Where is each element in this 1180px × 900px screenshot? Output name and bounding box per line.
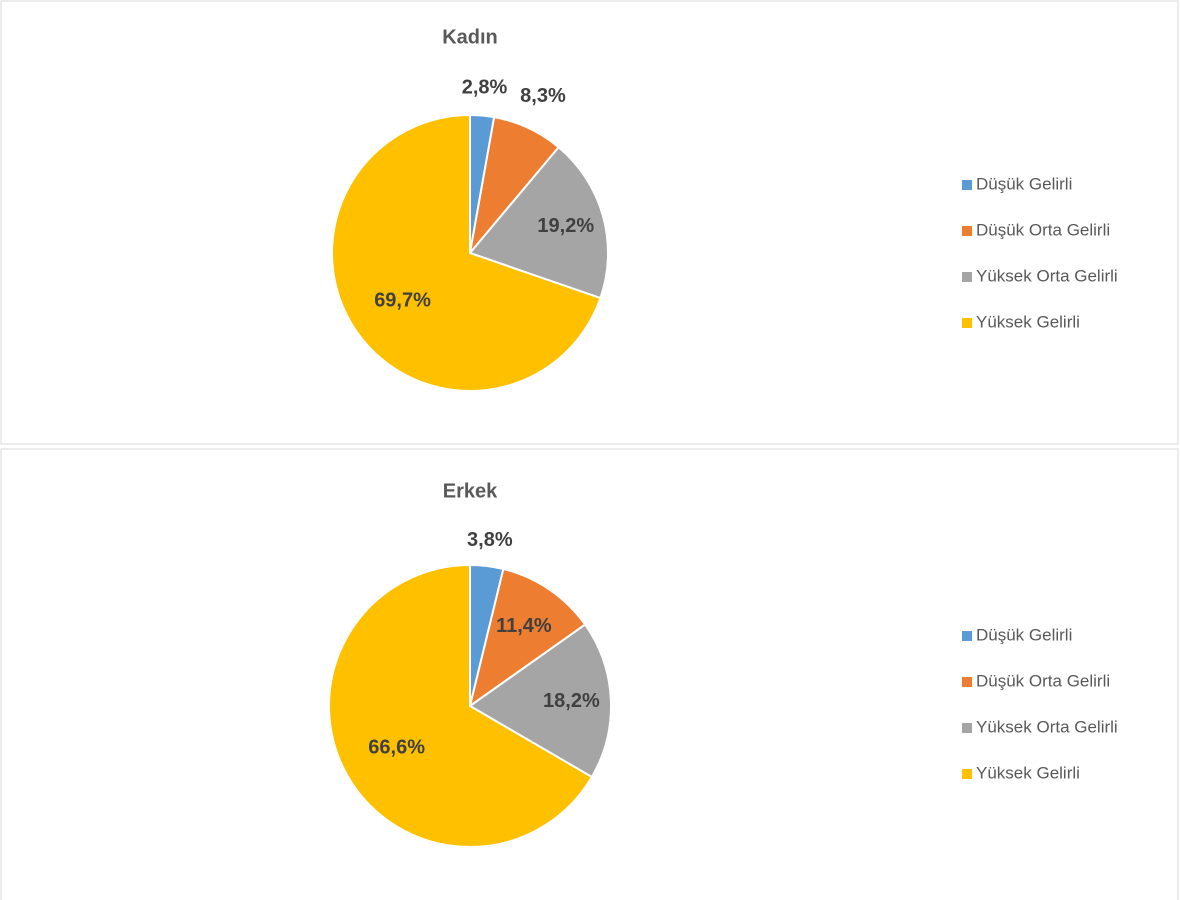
data-label: 18,2% bbox=[543, 690, 600, 712]
data-label: 8,3% bbox=[520, 85, 566, 107]
legend-label: Yüksek Gelirli bbox=[976, 763, 1080, 782]
legend-swatch bbox=[962, 723, 972, 733]
legend-swatch bbox=[962, 318, 972, 328]
data-label: 66,6% bbox=[368, 736, 425, 758]
data-label: 69,7% bbox=[374, 289, 431, 311]
legend-label: Düşük Orta Gelirli bbox=[976, 671, 1110, 690]
chart-title: Kadın bbox=[442, 26, 498, 48]
pie-slice bbox=[468, 145, 609, 300]
legend-swatch bbox=[962, 272, 972, 282]
pie-slice bbox=[468, 567, 587, 709]
chart-title: Erkek bbox=[443, 480, 498, 502]
legend-label: Düşük Orta Gelirli bbox=[976, 220, 1110, 239]
legend-swatch bbox=[962, 631, 972, 641]
legend-swatch bbox=[962, 226, 972, 236]
data-label: 11,4% bbox=[496, 615, 552, 637]
legend-label: Düşük Gelirli bbox=[976, 625, 1072, 644]
pie-slice bbox=[331, 113, 602, 392]
pie-slice bbox=[328, 563, 594, 848]
legend-label: Yüksek Orta Gelirli bbox=[976, 266, 1118, 285]
legend-swatch bbox=[962, 769, 972, 779]
data-label: 19,2% bbox=[537, 215, 594, 237]
pie-slice bbox=[468, 623, 612, 779]
legend-swatch bbox=[962, 677, 972, 687]
legend-swatch bbox=[962, 180, 972, 190]
data-label: 3,8% bbox=[467, 529, 513, 551]
data-label: 2,8% bbox=[462, 76, 508, 98]
legend-label: Düşük Gelirli bbox=[976, 174, 1072, 193]
legend-label: Yüksek Orta Gelirli bbox=[976, 717, 1118, 736]
legend-label: Yüksek Gelirli bbox=[976, 312, 1080, 331]
